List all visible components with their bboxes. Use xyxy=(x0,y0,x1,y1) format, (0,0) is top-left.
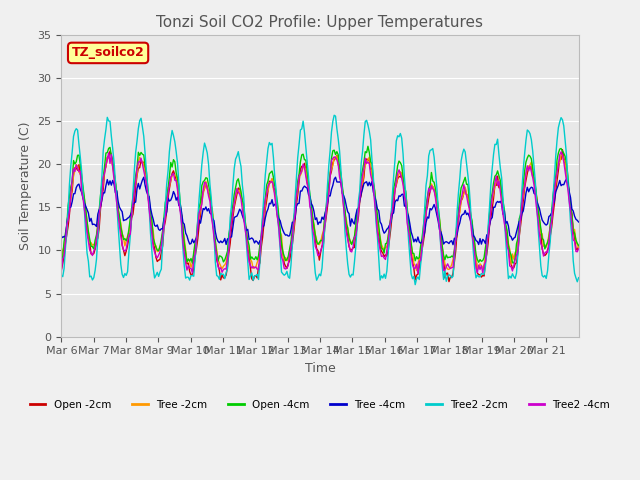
Open -4cm xyxy=(575,242,582,248)
Open -4cm xyxy=(75,152,83,158)
Tree2 -2cm xyxy=(412,282,419,288)
Tree -4cm xyxy=(573,217,581,223)
Open -4cm xyxy=(364,144,372,149)
Tree -4cm xyxy=(58,233,65,239)
Open -2cm xyxy=(445,279,453,285)
Tree2 -4cm xyxy=(92,245,99,251)
Tree2 -2cm xyxy=(58,272,65,278)
Tree -2cm xyxy=(428,181,435,187)
Tree2 -2cm xyxy=(573,279,581,285)
Tree -4cm xyxy=(75,181,83,187)
Tree2 -2cm xyxy=(429,145,436,151)
Open -2cm xyxy=(58,266,65,272)
Open -2cm xyxy=(92,246,99,252)
Tree -4cm xyxy=(575,219,582,225)
Tree -2cm xyxy=(575,244,582,250)
Open -2cm xyxy=(559,147,566,153)
Line: Open -2cm: Open -2cm xyxy=(61,150,579,282)
Tree2 -2cm xyxy=(324,183,332,189)
Tree2 -2cm xyxy=(75,141,83,147)
Open -2cm xyxy=(504,243,512,249)
Tree2 -4cm xyxy=(75,168,83,174)
Y-axis label: Soil Temperature (C): Soil Temperature (C) xyxy=(19,122,32,250)
Tree2 -4cm xyxy=(428,183,435,189)
Tree -2cm xyxy=(75,169,83,175)
Tree -2cm xyxy=(573,241,581,247)
Tree -4cm xyxy=(324,201,332,207)
Tree2 -4cm xyxy=(557,149,565,155)
Open -4cm xyxy=(506,249,513,254)
Open -4cm xyxy=(92,237,99,243)
Open -2cm xyxy=(426,189,434,194)
Tree -2cm xyxy=(58,257,65,263)
Open -4cm xyxy=(325,180,333,186)
Line: Tree -2cm: Tree -2cm xyxy=(61,155,579,271)
Tree2 -4cm xyxy=(504,248,512,254)
Legend: Open -2cm, Tree -2cm, Open -4cm, Tree -4cm, Tree2 -2cm, Tree2 -4cm: Open -2cm, Tree -2cm, Open -4cm, Tree -4… xyxy=(26,396,614,414)
Tree2 -4cm xyxy=(414,271,422,276)
Open -2cm xyxy=(575,243,582,249)
Tree2 -4cm xyxy=(58,268,65,274)
Tree -4cm xyxy=(92,222,99,228)
Tree2 -4cm xyxy=(324,199,332,204)
Tree -4cm xyxy=(506,233,513,239)
Line: Tree2 -4cm: Tree2 -4cm xyxy=(61,152,579,274)
Tree -2cm xyxy=(413,268,420,274)
Line: Tree2 -2cm: Tree2 -2cm xyxy=(61,115,579,285)
Open -4cm xyxy=(429,178,436,184)
Tree -2cm xyxy=(324,193,332,199)
Tree2 -2cm xyxy=(575,275,582,280)
Line: Tree -4cm: Tree -4cm xyxy=(61,177,579,245)
Open -4cm xyxy=(58,257,65,263)
Title: Tonzi Soil CO2 Profile: Upper Temperatures: Tonzi Soil CO2 Profile: Upper Temperatur… xyxy=(157,15,483,30)
Tree -4cm xyxy=(332,174,339,180)
Open -4cm xyxy=(189,260,196,266)
Tree2 -4cm xyxy=(575,246,582,252)
Tree2 -2cm xyxy=(506,273,513,279)
Open -2cm xyxy=(75,162,83,168)
Tree -4cm xyxy=(449,242,457,248)
Open -4cm xyxy=(573,240,581,246)
Open -2cm xyxy=(573,247,581,253)
Tree2 -4cm xyxy=(573,249,581,255)
Open -2cm xyxy=(324,204,332,210)
Line: Open -4cm: Open -4cm xyxy=(61,146,579,263)
Text: TZ_soilco2: TZ_soilco2 xyxy=(72,47,145,60)
Tree2 -2cm xyxy=(330,112,338,118)
Tree -2cm xyxy=(504,240,512,246)
Tree -4cm xyxy=(428,207,435,213)
Tree -2cm xyxy=(92,242,99,248)
X-axis label: Time: Time xyxy=(305,362,335,375)
Tree -2cm xyxy=(559,152,566,158)
Tree2 -2cm xyxy=(92,267,99,273)
